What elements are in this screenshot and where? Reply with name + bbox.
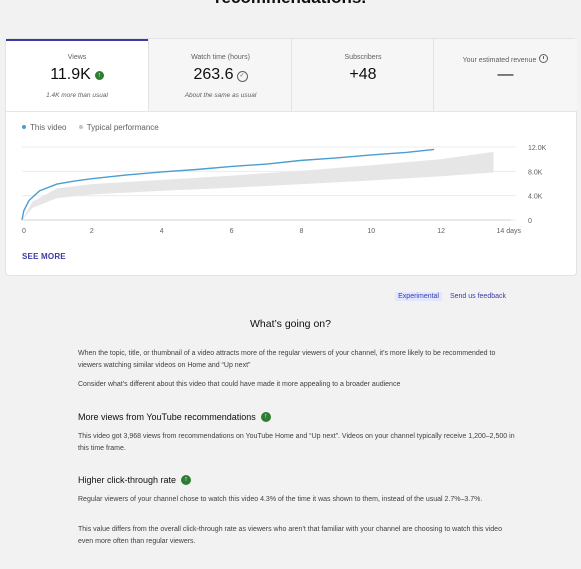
tab-subscribers[interactable]: Subscribers +48 [291, 39, 434, 111]
legend-label: Typical performance [86, 123, 159, 132]
tab-value: — [497, 66, 514, 83]
tab-subtext: About the same as usual [184, 92, 257, 99]
metric-tabs: Views 11.9K ↑ 1.4K more than usual Watch … [6, 39, 577, 112]
check-circle-icon: ✓ [236, 71, 248, 82]
tab-value: 263.6 ✓ [149, 66, 292, 84]
tab-revenue[interactable]: Your estimated revenue — [433, 39, 577, 111]
x-tick-label: 10 [367, 228, 375, 235]
tab-label: Your estimated revenue [434, 54, 577, 64]
y-tick-label: 12.0K [528, 145, 547, 152]
tab-value: +48 [349, 66, 377, 83]
tab-watch-time[interactable]: Watch time (hours) 263.6 ✓ About the same… [148, 39, 292, 111]
y-tick-label: 4.0K [528, 194, 543, 201]
tab-label: Subscribers [344, 54, 382, 61]
y-tick-label: 8.0K [528, 169, 543, 176]
clock-icon [539, 54, 549, 63]
experimental-badge: Experimental [395, 292, 442, 301]
send-feedback-link[interactable]: Send us feedback [449, 293, 506, 300]
trend-up-icon: ↑ [94, 71, 104, 80]
x-tick-label: 2 [90, 228, 94, 235]
analytics-card: Views 11.9K ↑ 1.4K more than usual Watch … [6, 39, 577, 275]
intro-paragraph: Consider what’s different about this vid… [78, 381, 401, 388]
tab-value: 11.9K ↑ [6, 66, 148, 84]
tab-views[interactable]: Views 11.9K ↑ 1.4K more than usual [6, 39, 148, 111]
tab-label: Views [67, 54, 87, 61]
section-title: What’s going on? [250, 318, 331, 330]
x-tick-label: 12 [437, 228, 445, 235]
trend-up-icon: ↑ [260, 412, 271, 422]
experimental-row: Experimental Send us feedback [395, 292, 506, 301]
y-tick-label: 0 [528, 218, 532, 225]
views-chart: 0 4.0K 8.0K 12.0K 0 2 4 6 8 10 12 14 days [21, 145, 547, 235]
insight-heading: More views from YouTube recommendations ↑ [78, 412, 271, 422]
intro-paragraph: When the topic, title, or thumbnail of a… [78, 350, 496, 369]
tab-label: Watch time (hours) [191, 54, 250, 61]
insight-paragraph: This value differs from the overall clic… [78, 526, 502, 545]
x-tick-label: 0 [22, 228, 26, 235]
legend-label: This video [30, 123, 67, 132]
x-tick-label: 4 [160, 228, 164, 235]
insight-paragraph: Regular viewers of your channel chose to… [78, 496, 483, 503]
legend-typical: Typical performance [78, 123, 159, 132]
x-tick-label: 8 [299, 228, 303, 235]
page-heading: recommendations. [0, 0, 581, 8]
chart-legend: This video Typical performance [22, 123, 169, 132]
legend-dot [78, 125, 83, 129]
legend-this-video: This video [22, 123, 66, 132]
trend-up-icon: ↑ [181, 475, 192, 485]
tab-subtext: 1.4K more than usual [46, 92, 108, 99]
insight-heading: Higher click-through rate ↑ [78, 475, 192, 485]
typical-performance-band [22, 151, 494, 220]
x-tick-label: 6 [230, 228, 234, 235]
insight-paragraph: This video got 3,968 views from recommen… [78, 433, 515, 452]
legend-dot [22, 125, 26, 129]
see-more-button[interactable]: SEE MORE [22, 252, 66, 261]
series-line-this-video [21, 148, 435, 221]
x-tick-label: 14 days [496, 228, 521, 235]
